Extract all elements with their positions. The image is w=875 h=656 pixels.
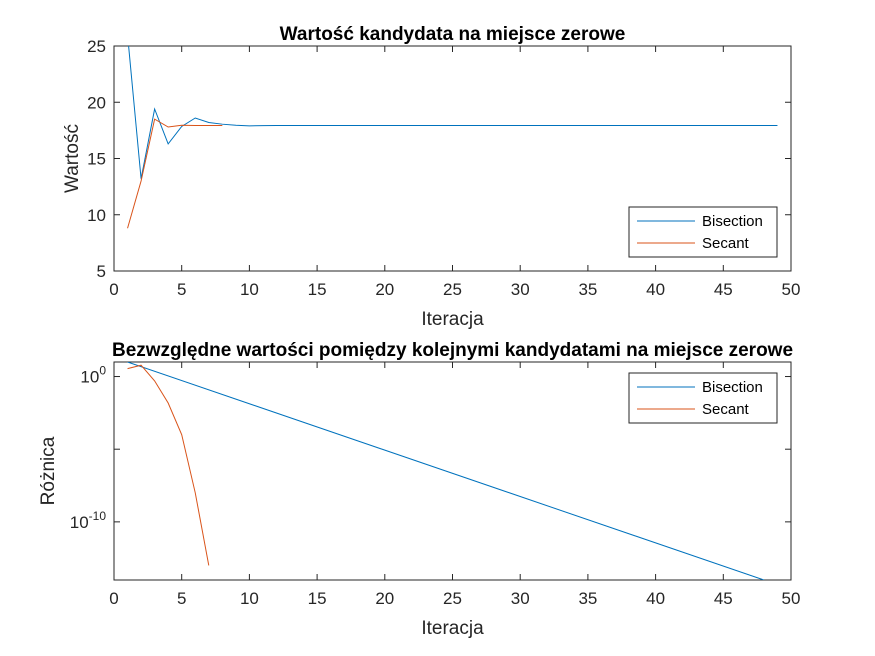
legend-box: [628, 372, 778, 424]
y-axis-label: Wartość: [62, 124, 83, 193]
x-tick-label: 10: [240, 589, 259, 608]
y-tick-label: 100: [80, 364, 106, 387]
x-tick-label: 0: [109, 589, 118, 608]
legend: Bisection Secant: [628, 372, 778, 424]
series-line-bisection: [128, 46, 778, 179]
y-axis-label: Różnica: [38, 436, 59, 505]
legend-label-secant: Secant: [702, 235, 750, 252]
x-tick-label: 45: [714, 280, 733, 299]
series-line-bisection: [127, 362, 765, 580]
x-axis-label: Iteracja: [421, 309, 484, 330]
x-tick-label: 30: [511, 589, 530, 608]
legend-box: [628, 206, 778, 258]
x-tick-label: 40: [646, 280, 665, 299]
x-tick-label: 50: [782, 589, 801, 608]
y-tick-label: 15: [87, 150, 106, 169]
x-tick-label: 45: [714, 589, 733, 608]
legend: Bisection Secant: [628, 206, 778, 258]
x-tick-label: 15: [308, 589, 327, 608]
x-tick-label: 10: [240, 280, 259, 299]
series-line-secant: [127, 118, 223, 229]
x-axis-label: Iteracja: [421, 618, 484, 639]
chart-title: Wartość kandydata na miejsce zerowe: [280, 24, 626, 45]
y-tick-label: 10-10: [70, 509, 107, 532]
x-tick-label: 0: [109, 280, 118, 299]
legend-label-bisection: Bisection: [702, 213, 763, 230]
x-tick-label: 5: [177, 589, 186, 608]
x-tick-label: 25: [443, 589, 462, 608]
chart-title: Bezwzględne wartości pomiędzy kolejnymi …: [112, 340, 793, 361]
x-tick-label: 20: [375, 589, 394, 608]
x-tick-label: 25: [443, 280, 462, 299]
y-tick-label: 5: [97, 262, 106, 281]
y-tick-label: 20: [87, 93, 106, 112]
y-tick-label: 10: [87, 206, 106, 225]
legend-label-bisection: Bisection: [702, 379, 763, 396]
x-tick-label: 35: [578, 280, 597, 299]
x-tick-label: 5: [177, 280, 186, 299]
legend-label-secant: Secant: [702, 401, 750, 418]
x-tick-label: 15: [308, 280, 327, 299]
series-line-secant: [127, 364, 210, 566]
x-tick-label: 30: [511, 280, 530, 299]
x-tick-label: 40: [646, 589, 665, 608]
x-tick-label: 35: [578, 589, 597, 608]
x-tick-label: 20: [375, 280, 394, 299]
x-tick-label: 50: [782, 280, 801, 299]
chart-2: 0 5 10 15 20 25 30 35 40 45 50 100 10-10 Bezwzględne …: [38, 340, 800, 639]
y-tick-label: 25: [87, 37, 106, 56]
